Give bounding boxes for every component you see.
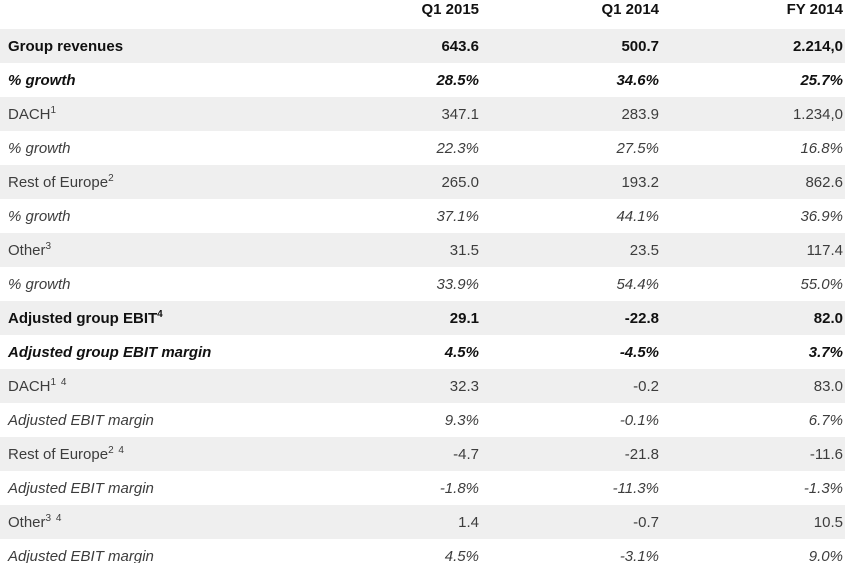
table-row: % growth 37.1% 44.1% 36.9%: [0, 199, 845, 233]
footnote-superscript: 3: [45, 240, 53, 252]
value-cell: 862.6: [805, 173, 843, 191]
row-label: % growth: [8, 139, 71, 157]
row-label: Rest of Europe2 4: [8, 444, 125, 463]
table-row: Rest of Europe2 265.0 193.2 862.6: [0, 165, 845, 199]
footnote-superscript: 3 4: [45, 512, 63, 524]
value-cell: 10.5: [813, 513, 843, 531]
row-label: Adjusted EBIT margin: [8, 547, 154, 563]
row-label: Adjusted group EBIT4: [8, 308, 164, 327]
value-cell: -0.1%: [619, 411, 659, 429]
value-cell: 4.5%: [444, 343, 479, 361]
row-label: % growth: [8, 275, 71, 293]
value-cell: -1.8%: [439, 479, 479, 497]
header-row: Q1 2015 Q1 2014 FY 2014: [0, 0, 845, 29]
table-row: Adjusted EBIT margin -1.8% -11.3% -1.3%: [0, 471, 845, 505]
value-cell: 36.9%: [800, 207, 843, 225]
row-label: Adjusted group EBIT margin: [8, 343, 212, 361]
value-cell: 32.3: [449, 377, 479, 395]
table-body: Group revenues 643.6 500.7 2.214,0 % growth 2…: [0, 29, 845, 563]
table-row: Group revenues 643.6 500.7 2.214,0: [0, 29, 845, 63]
value-cell: 117.4: [806, 241, 843, 259]
value-cell: 16.8%: [800, 139, 843, 157]
table-row: Adjusted EBIT margin 9.3% -0.1% 6.7%: [0, 403, 845, 437]
table-row: DACH1 347.1 283.9 1.234,0: [0, 97, 845, 131]
value-cell: 29.1: [449, 309, 479, 327]
value-cell: 28.5%: [436, 71, 479, 89]
value-cell: -0.2: [633, 377, 659, 395]
value-cell: 1.4: [458, 513, 479, 531]
value-cell: 83.0: [813, 377, 843, 395]
column-header-q1-2014: Q1 2014: [481, 0, 661, 29]
value-cell: 37.1%: [436, 207, 479, 225]
value-cell: 23.5: [629, 241, 659, 259]
value-cell: 82.0: [813, 309, 843, 327]
value-cell: 31.5: [449, 241, 479, 259]
value-cell: 1.234,0: [792, 105, 843, 123]
value-cell: 6.7%: [808, 411, 843, 429]
value-cell: 54.4%: [616, 275, 659, 293]
row-label: DACH1: [8, 104, 58, 123]
value-cell: 55.0%: [800, 275, 843, 293]
value-cell: -22.8: [624, 309, 659, 327]
value-cell: 22.3%: [436, 139, 479, 157]
value-cell: 500.7: [621, 37, 659, 55]
footnote-superscript: 1: [50, 104, 58, 116]
column-header-empty: [0, 0, 316, 29]
table-row: Adjusted group EBIT4 29.1 -22.8 82.0: [0, 301, 845, 335]
table-row: % growth 28.5% 34.6% 25.7%: [0, 63, 845, 97]
table-row: % growth 33.9% 54.4% 55.0%: [0, 267, 845, 301]
value-cell: 4.5%: [444, 547, 479, 563]
value-cell: -3.1%: [619, 547, 659, 563]
table-row: Rest of Europe2 4 -4.7 -21.8 -11.6: [0, 437, 845, 471]
value-cell: -1.3%: [803, 479, 843, 497]
value-cell: 283.9: [621, 105, 659, 123]
row-label: Rest of Europe2: [8, 172, 115, 191]
table-row: Other3 31.5 23.5 117.4: [0, 233, 845, 267]
value-cell: 9.3%: [444, 411, 479, 429]
row-label: Other3 4: [8, 512, 63, 531]
column-header-q1-2015: Q1 2015: [316, 0, 481, 29]
row-label: Group revenues: [8, 37, 124, 55]
footnote-superscript: 1 4: [50, 376, 68, 388]
table-row: DACH1 4 32.3 -0.2 83.0: [0, 369, 845, 403]
value-cell: 27.5%: [616, 139, 659, 157]
row-label: % growth: [8, 207, 71, 225]
row-label: % growth: [8, 71, 76, 89]
table-row: % growth 22.3% 27.5% 16.8%: [0, 131, 845, 165]
footnote-superscript: 2 4: [108, 444, 125, 456]
table-row: Adjusted group EBIT margin 4.5% -4.5% 3.7%: [0, 335, 845, 369]
value-cell: 347.1: [441, 105, 479, 123]
value-cell: 643.6: [441, 37, 479, 55]
value-cell: 3.7%: [808, 343, 843, 361]
value-cell: -11.3%: [612, 479, 659, 497]
row-label: Adjusted EBIT margin: [8, 479, 154, 497]
value-cell: 265.0: [441, 173, 479, 191]
footnote-superscript: 2: [108, 172, 115, 184]
value-cell: 44.1%: [616, 207, 659, 225]
value-cell: -0.7: [633, 513, 659, 531]
footnote-superscript: 4: [157, 308, 164, 320]
table-row: Other3 4 1.4 -0.7 10.5: [0, 505, 845, 539]
value-cell: -4.7: [453, 445, 479, 463]
table-row: Adjusted EBIT margin 4.5% -3.1% 9.0%: [0, 539, 845, 563]
value-cell: 34.6%: [616, 71, 659, 89]
row-label: DACH1 4: [8, 376, 68, 395]
value-cell: 9.0%: [808, 547, 843, 563]
value-cell: -11.6: [809, 445, 843, 463]
value-cell: 193.2: [621, 173, 659, 191]
value-cell: 33.9%: [436, 275, 479, 293]
value-cell: -21.8: [624, 445, 659, 463]
value-cell: 25.7%: [800, 71, 843, 89]
value-cell: -4.5%: [619, 343, 659, 361]
row-label: Other3: [8, 240, 53, 259]
value-cell: 2.214,0: [792, 37, 843, 55]
column-header-fy-2014: FY 2014: [661, 0, 845, 29]
row-label: Adjusted EBIT margin: [8, 411, 154, 429]
